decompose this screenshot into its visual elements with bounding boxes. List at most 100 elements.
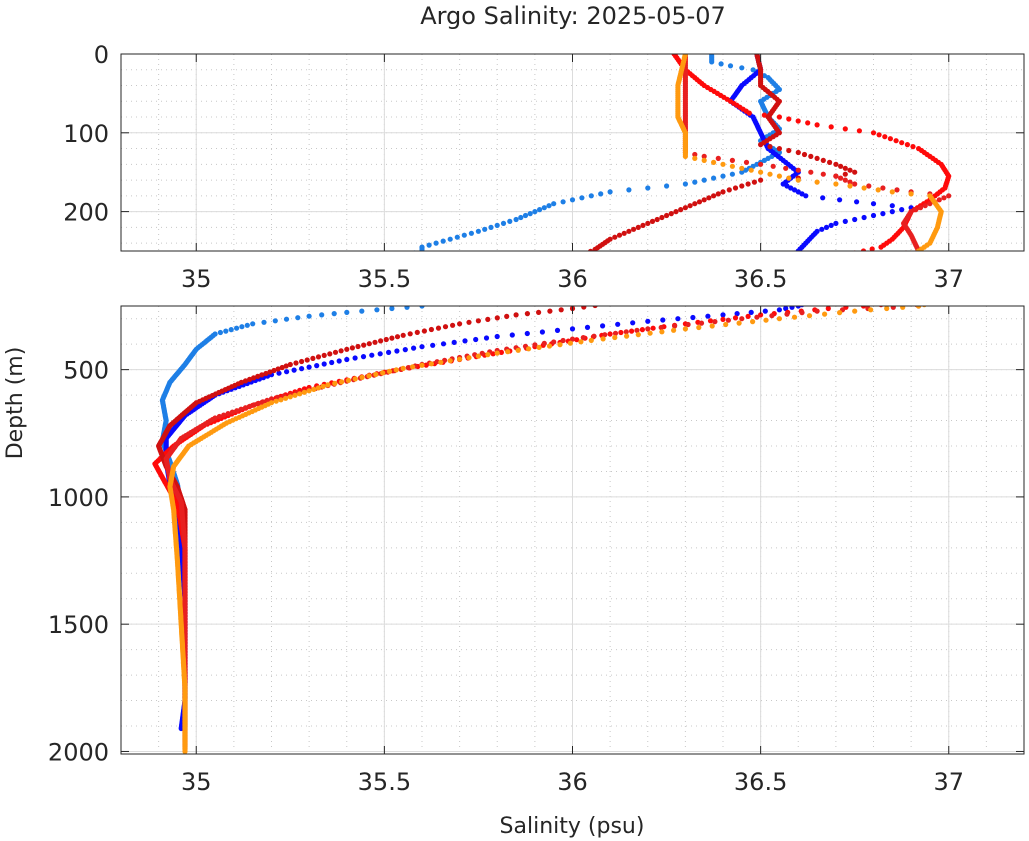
- data-point: [820, 171, 826, 177]
- data-point: [711, 175, 717, 181]
- x-tick-label: 35: [181, 768, 212, 796]
- data-point: [271, 367, 277, 374]
- data-point: [745, 181, 751, 187]
- data-point: [900, 252, 905, 257]
- data-point: [748, 309, 754, 315]
- data-point: [783, 306, 789, 312]
- data-point: [569, 197, 576, 203]
- data-point: [536, 344, 542, 350]
- data-point: [221, 412, 227, 418]
- data-point: [856, 128, 863, 134]
- data-point: [833, 181, 839, 187]
- data-point: [394, 334, 401, 340]
- data-point: [468, 230, 474, 236]
- data-point: [430, 342, 436, 348]
- data-point: [726, 187, 732, 193]
- data-point: [451, 339, 457, 345]
- data-point: [447, 236, 453, 242]
- data-point: [600, 336, 606, 342]
- data-point: [386, 368, 393, 374]
- data-point: [457, 356, 463, 362]
- data-point: [776, 307, 783, 313]
- data-point: [612, 330, 619, 336]
- data-point: [751, 179, 758, 185]
- data-point: [645, 220, 651, 226]
- data-point: [410, 364, 416, 370]
- data-point: [671, 327, 677, 333]
- data-point: [287, 394, 293, 400]
- data-point: [327, 351, 333, 357]
- data-point: [607, 331, 613, 337]
- data-point: [882, 134, 888, 140]
- data-point: [537, 207, 543, 213]
- data-point: [861, 185, 867, 191]
- data-point: [615, 321, 621, 327]
- lower-panel: 35 35.5 36 36.5 37 500 1000 1500 2000: [48, 305, 1025, 796]
- data-point: [242, 405, 249, 411]
- data-point: [795, 149, 801, 156]
- series-1: [404, 54, 783, 257]
- data-point: [729, 163, 736, 169]
- data-point: [461, 232, 467, 238]
- data-point: [560, 199, 566, 205]
- data-point: [727, 63, 734, 69]
- data-point: [715, 155, 721, 161]
- data-point: [352, 355, 358, 361]
- data-point: [729, 157, 736, 163]
- data-point: [631, 226, 637, 232]
- data-point: [852, 308, 858, 314]
- chart-title: Argo Salinity: 2025-05-07: [420, 2, 726, 30]
- data-point: [739, 183, 745, 189]
- data-point: [588, 337, 594, 343]
- data-point: [696, 199, 703, 205]
- data-point: [870, 201, 877, 207]
- data-point: [739, 316, 745, 322]
- data-point: [805, 120, 811, 126]
- data-point: [673, 209, 679, 215]
- data-point: [569, 326, 576, 332]
- data-point: [404, 252, 409, 257]
- x-tick-label: 36: [557, 265, 588, 293]
- data-point: [259, 372, 265, 378]
- data-point: [854, 199, 860, 205]
- data-point: [838, 163, 844, 169]
- data-point: [847, 167, 853, 173]
- data-point: [783, 165, 789, 171]
- data-point: [547, 308, 553, 314]
- data-point: [842, 171, 848, 177]
- data-point: [579, 195, 585, 201]
- data-point: [321, 361, 327, 367]
- data-point: [551, 339, 557, 345]
- data-point: [894, 187, 900, 193]
- data-point: [758, 142, 764, 148]
- data-point: [880, 211, 886, 217]
- data-point: [692, 155, 698, 161]
- data-point: [795, 248, 801, 251]
- data-point: [602, 332, 608, 338]
- data-point: [842, 177, 848, 183]
- data-point: [373, 371, 379, 377]
- data-point: [868, 307, 874, 313]
- data-point: [182, 748, 188, 754]
- data-point: [758, 169, 764, 175]
- data-point: [268, 396, 275, 402]
- data-point: [228, 327, 234, 333]
- data-point: [293, 360, 299, 366]
- data-point: [837, 197, 843, 203]
- data-point: [725, 317, 732, 323]
- data-point: [325, 382, 331, 388]
- data-point: [820, 195, 826, 201]
- data-point: [732, 185, 739, 191]
- data-point: [527, 211, 533, 217]
- data-point: [900, 306, 906, 310]
- data-point: [645, 185, 651, 191]
- data-point: [645, 326, 651, 332]
- data-point: [301, 389, 307, 395]
- data-point: [913, 207, 919, 213]
- data-point: [419, 362, 425, 368]
- data-point: [526, 346, 532, 352]
- data-point: [260, 399, 266, 405]
- data-point: [426, 242, 432, 248]
- data-point: [488, 224, 494, 230]
- data-point: [890, 306, 896, 310]
